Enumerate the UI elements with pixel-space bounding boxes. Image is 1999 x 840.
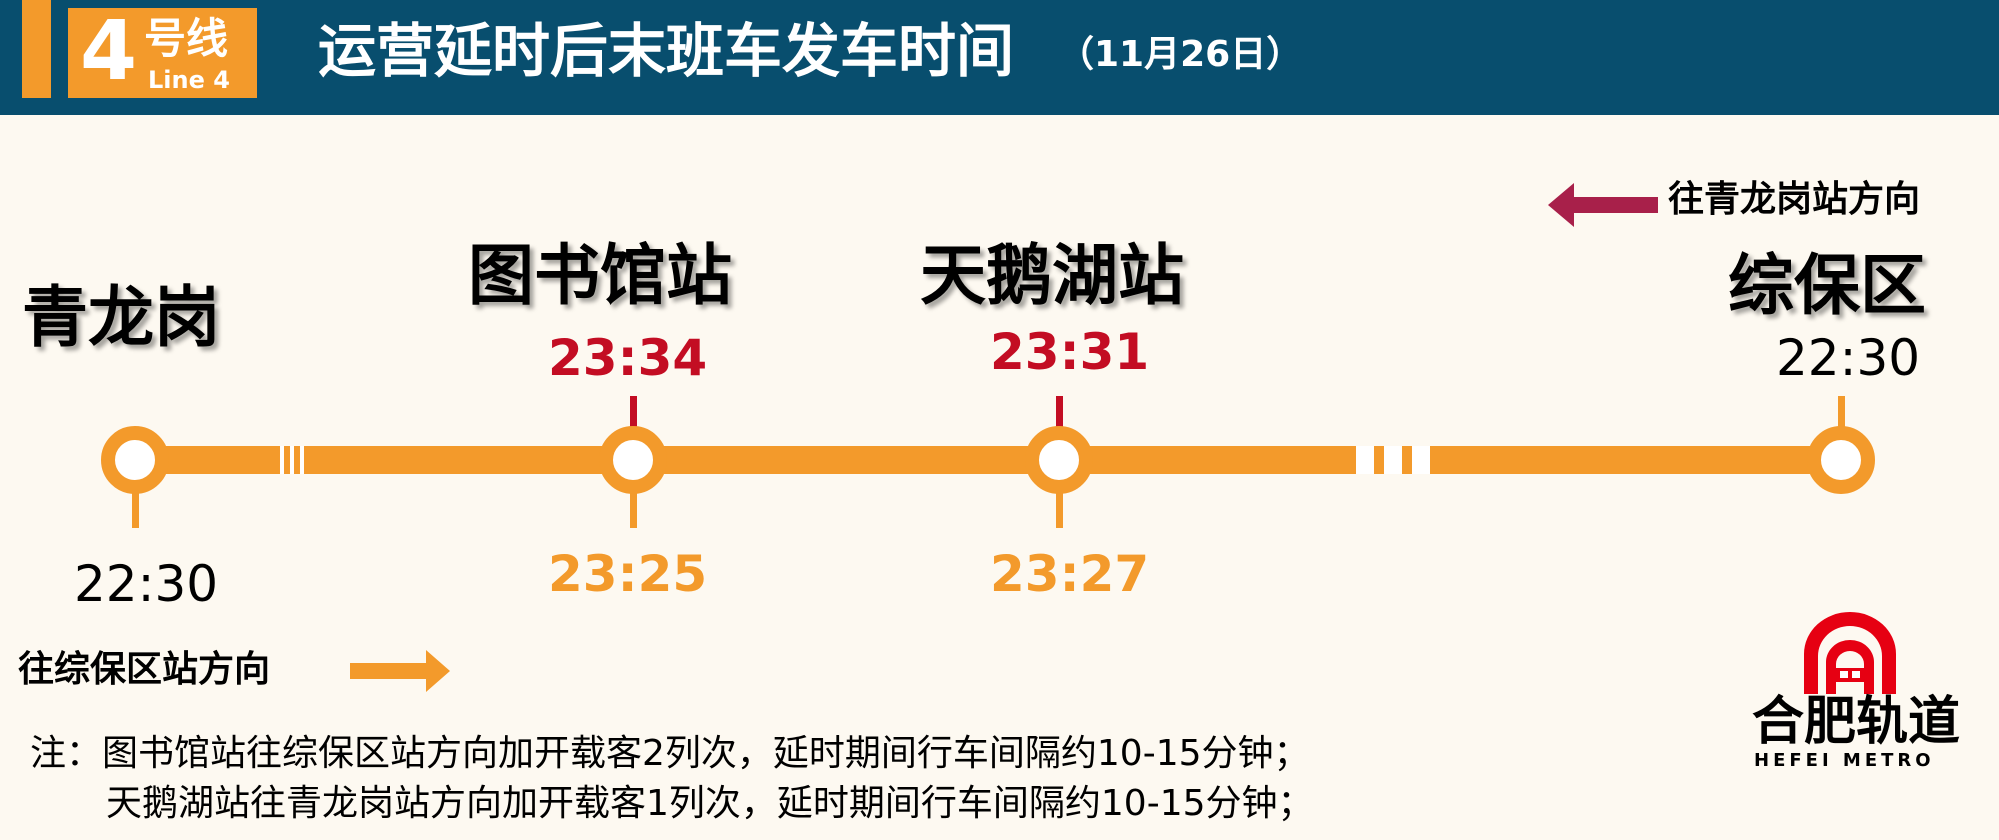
station-name-qinglonggang: 青龙岗 xyxy=(22,279,220,356)
line-badge: 4 号线 Line 4 xyxy=(68,4,257,99)
station-name-zongbaoqu: 综保区 xyxy=(1728,247,1926,324)
station-name-tushuguan: 图书馆站 xyxy=(468,237,732,314)
direction-label-qinglonggang: 往青龙岗站方向 xyxy=(1668,179,1921,220)
line-label-en: Line 4 xyxy=(148,66,230,94)
line-label-cn: 号线 xyxy=(144,14,229,63)
break-mark-2 xyxy=(1356,446,1430,474)
time-tianehu-toward-zongbaoqu: 23:27 xyxy=(990,545,1150,603)
arrow-left-icon xyxy=(1548,183,1658,227)
break-mark-1 xyxy=(280,446,304,474)
direction-label-zongbaoqu: 往综保区站方向 xyxy=(18,649,271,690)
note-line-2: 天鹅湖站往青龙岗站方向加开载客1列次，延时期间行车间隔约10-15分钟； xyxy=(106,783,1314,824)
logo-text-en: HEFEI METRO xyxy=(1754,750,1935,771)
time-tushuguan-toward-zongbaoqu: 23:25 xyxy=(548,545,708,603)
tick-above-tianehu xyxy=(1056,396,1063,432)
time-zongbaoqu-toward-qinglonggang: 22:30 xyxy=(1776,329,1921,387)
station-dot-qinglonggang xyxy=(101,426,169,494)
time-tushuguan-toward-qinglonggang: 23:34 xyxy=(548,329,708,387)
time-qinglonggang-toward-zongbaoqu: 22:30 xyxy=(74,555,219,613)
title-date: （11月26日） xyxy=(1058,34,1303,75)
tick-below-qinglonggang xyxy=(132,488,139,528)
line-number: 4 xyxy=(80,4,138,99)
time-tianehu-toward-qinglonggang: 23:31 xyxy=(990,323,1150,381)
tick-below-tianehu xyxy=(1056,488,1063,528)
hefei-metro-logo-icon xyxy=(1804,612,1896,694)
page-title: 运营延时后末班车发车时间 xyxy=(318,17,1015,85)
track-line xyxy=(135,446,1845,474)
tick-above-zongbaoqu xyxy=(1838,396,1845,432)
line-diagram xyxy=(101,396,1875,528)
logo-text-cn: 合肥轨道 xyxy=(1752,692,1961,752)
header-banner: 4 号线 Line 4 运营延时后末班车发车时间 （11月26日） xyxy=(0,0,1999,115)
station-dot-tianehu xyxy=(1025,426,1093,494)
arrow-right-icon xyxy=(350,650,450,692)
station-name-tianehu: 天鹅湖站 xyxy=(920,237,1184,314)
tick-below-tushuguan xyxy=(630,488,637,528)
station-dot-tushuguan xyxy=(599,426,667,494)
note-line-1: 注：图书馆站往综保区站方向加开载客2列次，延时期间行车间隔约10-15分钟； xyxy=(30,733,1310,774)
tick-above-tushuguan xyxy=(630,396,637,432)
station-dot-zongbaoqu xyxy=(1807,426,1875,494)
header-accent-bar xyxy=(22,0,51,98)
